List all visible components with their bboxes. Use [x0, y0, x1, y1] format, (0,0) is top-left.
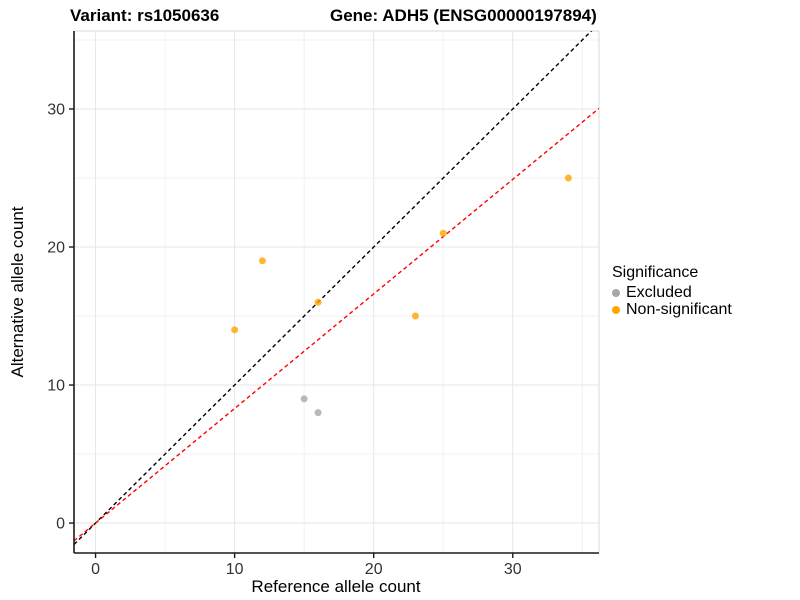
data-point-non-significant: [411, 312, 419, 320]
non-significant-dot-icon: [612, 305, 620, 314]
y-tick-label: 20: [47, 240, 65, 257]
legend-title: Significance: [612, 264, 699, 281]
fit-line: [74, 107, 599, 542]
data-point-non-significant: [439, 229, 447, 237]
x-tick-label: 10: [226, 561, 244, 578]
y-tick-label: 30: [47, 101, 65, 118]
data-point-non-significant: [258, 257, 266, 265]
data-point-non-significant: [231, 326, 239, 334]
data-point-non-significant: [314, 298, 322, 306]
legend: Significance Excluded Non-significant: [612, 264, 732, 318]
legend-item-label: Non-significant: [626, 300, 732, 318]
data-point-excluded: [314, 409, 322, 417]
x-axis-title: Reference allele count: [251, 577, 421, 596]
x-tick-label: 20: [365, 561, 383, 578]
excluded-dot-icon: [612, 288, 620, 297]
x-tick-label: 30: [504, 561, 522, 578]
legend-item-non-significant: Non-significant: [612, 301, 732, 318]
data-point-non-significant: [564, 174, 572, 182]
x-tick-label: 0: [91, 561, 100, 578]
legend-item-label: Excluded: [626, 283, 692, 301]
y-tick-label: 10: [47, 378, 65, 395]
data-point-excluded: [300, 395, 308, 403]
y-axis-title: Alternative allele count: [8, 206, 27, 378]
plot-title-gene: Gene: ADH5 (ENSG00000197894): [330, 6, 597, 25]
identity-line: [74, 31, 593, 545]
plot-title-variant: Variant: rs1050636: [70, 6, 220, 25]
legend-item-excluded: Excluded: [612, 284, 732, 301]
y-tick-label: 0: [56, 516, 65, 533]
